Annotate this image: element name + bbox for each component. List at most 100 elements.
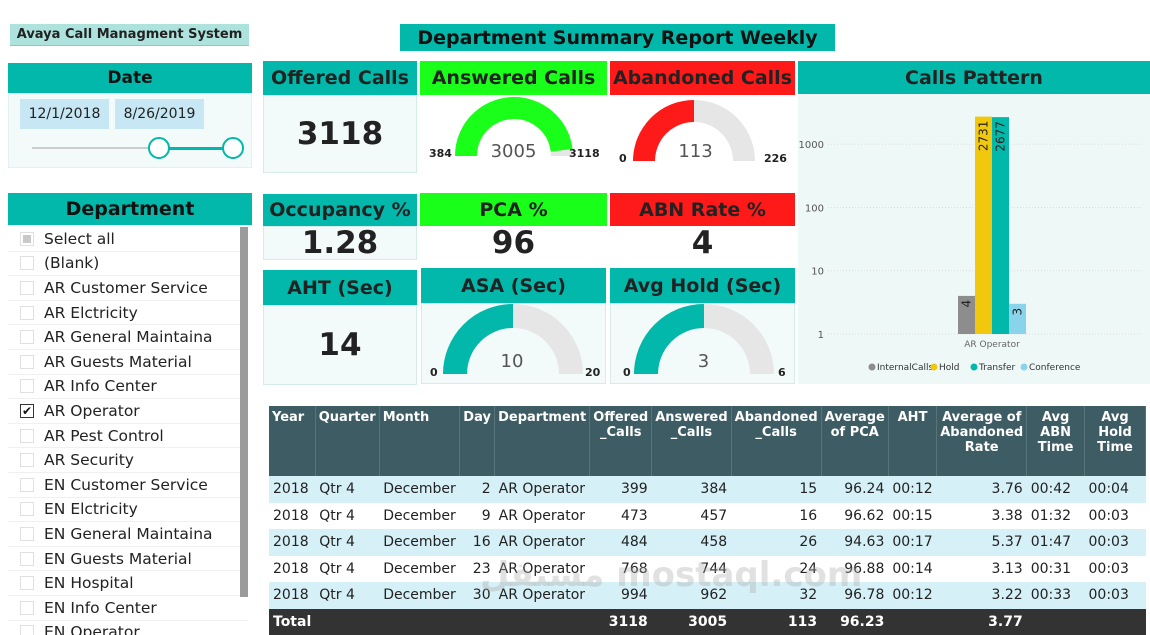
bar-hold[interactable] (975, 116, 992, 334)
department-item[interactable]: EN Guests Material (8, 547, 248, 572)
checkbox-icon[interactable] (20, 379, 34, 394)
offered-calls-title: Offered Calls (263, 61, 417, 95)
checkbox-icon[interactable] (20, 576, 34, 591)
checkbox-icon[interactable] (20, 231, 34, 246)
table-cell: 00:33 (1026, 582, 1085, 609)
department-item-label: EN General Maintaina (44, 524, 213, 543)
checkbox-icon[interactable] (20, 330, 34, 345)
checkbox-checked-icon[interactable]: ✔ (20, 403, 34, 418)
table-cell: 96.88 (844, 560, 885, 577)
department-item[interactable]: AR Guests Material (8, 350, 248, 375)
table-cell: 2 (459, 476, 495, 503)
checkbox-icon[interactable] (20, 453, 34, 468)
column-header[interactable]: Average of Abandoned Rate (936, 406, 1028, 476)
department-item[interactable]: AR Elctricity (8, 301, 248, 326)
table-cell: 24 (799, 560, 818, 577)
table-cell: 96.78 (821, 582, 889, 609)
checkbox-icon[interactable] (20, 256, 34, 271)
department-item[interactable]: AR Info Center (8, 375, 248, 400)
department-item[interactable]: EN Operator (8, 621, 248, 635)
department-item-label: AR Customer Service (44, 278, 208, 297)
checkbox-icon[interactable] (20, 600, 34, 615)
summary-table: Year Quarter Month Day Department Offered _Ca… (269, 406, 1146, 635)
department-item[interactable]: (Blank) (8, 252, 248, 277)
date-slider-track[interactable] (32, 147, 234, 149)
table-cell: December (383, 560, 456, 577)
table-cell: 96.24 (821, 476, 889, 503)
legend-entry[interactable]: Hold (939, 363, 960, 373)
column-header[interactable]: Abandoned _Calls (731, 406, 822, 476)
department-item[interactable]: AR Customer Service (8, 276, 248, 301)
y-tick-label: 10 (811, 267, 824, 278)
checkbox-icon[interactable] (20, 625, 34, 635)
legend-entry[interactable]: Conference (1029, 363, 1081, 373)
legend-entry[interactable]: InternalCalls (877, 363, 933, 373)
asa-gauge: 10 0 20 (421, 303, 606, 384)
department-item[interactable]: EN Customer Service (8, 473, 248, 498)
column-header[interactable]: Quarter (315, 406, 380, 476)
date-slider-start-handle[interactable] (148, 137, 170, 159)
table-cell: 744 (700, 560, 728, 577)
column-header[interactable]: AHT (888, 406, 938, 476)
checkbox-icon[interactable] (20, 526, 34, 541)
occupancy-value: 1.28 (263, 225, 417, 261)
checkbox-icon[interactable] (20, 428, 34, 443)
table-row[interactable]: 2018 Qtr 4 December 23 AR Operator 768 744 24 96… (269, 556, 1146, 583)
table-row[interactable]: 2018 Qtr 4 December 2 AR Operator 399 384 15 96.… (269, 476, 1146, 503)
column-header[interactable]: Avg Hold Time (1084, 406, 1146, 476)
department-item[interactable]: EN General Maintaina (8, 522, 248, 547)
table-cell: 00:17 (888, 529, 937, 556)
bar-conference[interactable] (1009, 303, 1026, 334)
column-header[interactable]: Day (459, 406, 496, 476)
checkbox-icon[interactable] (20, 280, 34, 295)
checkbox-icon[interactable] (20, 551, 34, 566)
checkbox-icon[interactable] (20, 354, 34, 369)
watermark: مستقل mostaql.com (480, 555, 863, 595)
legend-swatch (1020, 363, 1028, 371)
department-item[interactable]: AR Security (8, 448, 248, 473)
table-row[interactable]: 2018 Qtr 4 December 9 AR Operator 473 457 16 96.… (269, 503, 1146, 530)
column-header[interactable]: Department (494, 406, 591, 476)
calls-pattern-svg: 1 10 100 1000 4 2731 2677 3 AR Operator InternalC… (799, 116, 1143, 373)
date-slider-end-handle[interactable] (222, 137, 244, 159)
legend-swatch (970, 363, 978, 371)
department-item[interactable]: Select all (8, 227, 248, 252)
department-item[interactable]: EN Info Center (8, 596, 248, 621)
column-header[interactable]: Month (379, 406, 461, 476)
department-item[interactable]: EN Elctricity (8, 498, 248, 523)
table-cell: 2018 (269, 476, 316, 503)
department-item[interactable]: AR General Maintaina (8, 325, 248, 350)
table-row[interactable]: 2018 Qtr 4 December 16 AR Operator 484 458 26 94… (269, 529, 1146, 556)
avg-hold-gauge-fill (634, 304, 705, 375)
table-cell: 00:03 (1088, 560, 1129, 577)
department-item[interactable]: AR Pest Control (8, 424, 248, 449)
table-cell: 00:12 (888, 476, 937, 503)
bar-data-label: 2731 (977, 121, 991, 152)
department-item[interactable]: ✔ AR Operator (8, 399, 248, 424)
bar-data-label: 3 (1011, 308, 1025, 316)
column-header[interactable]: Average of PCA (821, 406, 889, 476)
department-item[interactable]: EN Hospital (8, 571, 248, 596)
checkbox-icon[interactable] (20, 477, 34, 492)
total-cell (888, 608, 937, 635)
column-header[interactable]: Year (269, 406, 316, 476)
y-tick-label: 1000 (799, 140, 824, 151)
legend-entry[interactable]: Transfer (978, 363, 1015, 373)
department-list: Select all (Blank) AR Customer Service AR E… (8, 227, 248, 635)
table-row[interactable]: 2018 Qtr 4 December 30 AR Operator 994 962 32 96… (269, 582, 1146, 609)
date-end-input[interactable]: 8/26/2019 (115, 99, 204, 129)
checkbox-icon[interactable] (20, 502, 34, 517)
column-header[interactable]: Avg ABN Time (1026, 406, 1085, 476)
date-start-input[interactable]: 12/1/2018 (20, 99, 109, 129)
table-cell: 5.37 (936, 529, 1027, 556)
asa-gauge-fill (443, 304, 514, 375)
bar-transfer[interactable] (992, 117, 1009, 334)
bar-internalcalls[interactable] (958, 295, 975, 334)
table-cell: 3.38 (991, 507, 1023, 524)
checkbox-icon[interactable] (20, 305, 34, 320)
column-header[interactable]: Offered _Calls (589, 406, 653, 476)
table-cell: Qtr 4 (315, 476, 380, 503)
department-list-scrollbar[interactable] (240, 227, 248, 597)
column-header[interactable]: Answered _Calls (651, 406, 732, 476)
table-cell: 3.76 (936, 476, 1027, 503)
